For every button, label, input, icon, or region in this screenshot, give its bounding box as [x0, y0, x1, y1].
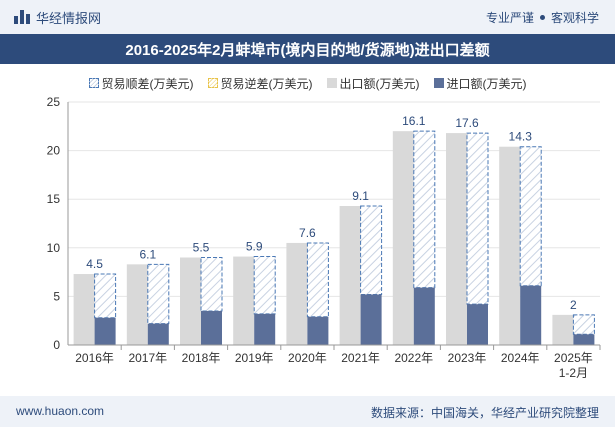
- brand-name: 华经情报网: [36, 10, 102, 26]
- surplus-value-label: 9.1: [352, 189, 369, 203]
- y-tick-label: 25: [47, 95, 61, 109]
- x-tick-label: 2016年: [75, 351, 114, 365]
- legend-label-export: 出口额(万美元): [339, 76, 420, 91]
- surplus-value-label: 14.3: [509, 130, 533, 144]
- surplus-value-label: 7.6: [299, 226, 316, 240]
- legend-swatch-import: [433, 78, 444, 88]
- legend-item-export: 出口额(万美元): [326, 74, 420, 92]
- footer-site: www.huaon.com: [16, 404, 105, 418]
- chart-title: 2016-2025年2月蚌埠市(境内目的地/货源地)进出口差额: [0, 34, 615, 64]
- surplus-value-label: 5.9: [246, 240, 263, 254]
- export-bar: [126, 264, 148, 345]
- y-tick-label: 15: [47, 192, 61, 206]
- surplus-bar: [306, 242, 329, 318]
- chart-legend: 贸易顺差(万美元) 贸易逆差(万美元) 出口额(万美元) 进口额(万美元): [0, 74, 615, 92]
- legend-item-deficit: 贸易逆差(万美元): [207, 74, 313, 92]
- tag-objective: 客观科学: [550, 11, 599, 25]
- export-bar: [180, 257, 201, 345]
- legend-swatch-export: [326, 78, 337, 88]
- legend-swatch-deficit: [207, 78, 218, 88]
- footer-source: 数据来源：中国海关，华经产业研究院整理: [370, 406, 599, 420]
- bar-chart: 4.5 6.1 5.5 5.9 7.6 9.1 16.1 17.6 14.3 2 0 5 10 15 20…: [47, 95, 601, 380]
- legend-item-import: 进口额(万美元): [433, 74, 527, 92]
- surplus-bar: [519, 146, 542, 287]
- export-bar: [552, 314, 574, 345]
- export-bar: [286, 242, 308, 345]
- brand: 华经情报网: [14, 8, 101, 26]
- surplus-bar: [360, 205, 383, 295]
- x-tick-label: 2020年: [288, 351, 327, 365]
- bars: 4.5 6.1 5.5 5.9 7.6 9.1 16.1 17.6 14.3 2: [73, 114, 595, 345]
- import-bar: [467, 304, 488, 345]
- x-tick-label: 2021年: [341, 351, 380, 365]
- y-tick-label: 5: [53, 289, 60, 303]
- x-tick-label: 2017年: [128, 351, 167, 365]
- export-bar: [392, 131, 414, 345]
- legend-swatch-surplus: [88, 78, 99, 88]
- surplus-value-label: 5.5: [193, 241, 210, 255]
- legend-label-surplus: 贸易顺差(万美元): [101, 76, 194, 91]
- legend-label-deficit: 贸易逆差(万美元): [220, 76, 313, 91]
- x-tick-label: 2022年: [394, 351, 433, 365]
- surplus-bar: [147, 263, 170, 325]
- surplus-value-label: 17.6: [455, 116, 479, 130]
- x-tick-label: 1-2月: [559, 366, 588, 380]
- export-bar: [499, 146, 521, 345]
- import-bar: [94, 317, 116, 345]
- y-tick-label: 20: [47, 144, 61, 158]
- top-bar: 华经情报网 专业严谨 客观科学: [0, 0, 615, 34]
- surplus-bar: [572, 314, 595, 335]
- separator-dot-icon: [539, 15, 545, 20]
- surplus-value-label: 2: [570, 298, 577, 312]
- export-bar: [233, 256, 255, 345]
- surplus-bar: [94, 273, 117, 319]
- x-tick-label: 2019年: [235, 351, 274, 365]
- surplus-bar: [413, 130, 436, 289]
- surplus-bar: [200, 257, 223, 312]
- footer: www.huaon.com 数据来源：中国海关，华经产业研究院整理: [0, 396, 615, 427]
- legend-item-surplus: 贸易顺差(万美元): [88, 74, 194, 92]
- y-tick-label: 10: [47, 241, 61, 255]
- legend-label-import: 进口额(万美元): [446, 76, 527, 91]
- import-bar: [573, 334, 595, 345]
- x-tick-label: 2023年: [448, 351, 487, 365]
- surplus-value-label: 6.1: [139, 247, 156, 261]
- import-bar: [201, 310, 222, 345]
- surplus-bar: [253, 256, 276, 315]
- surplus-value-label: 16.1: [402, 114, 426, 128]
- import-bar: [147, 323, 169, 345]
- export-bar: [446, 133, 467, 345]
- import-bar: [254, 313, 276, 345]
- bar-logo-icon: [14, 10, 30, 24]
- y-tick-label: 0: [53, 338, 60, 352]
- export-bar: [339, 206, 361, 345]
- surplus-value-label: 4.5: [86, 257, 103, 271]
- x-tick-label: 2018年: [182, 351, 221, 365]
- import-bar: [413, 287, 435, 345]
- export-bar: [73, 274, 95, 345]
- tagline: 专业严谨 客观科学: [486, 9, 599, 26]
- import-bar: [360, 294, 382, 345]
- surplus-bar: [466, 132, 489, 305]
- axes: 0 5 10 15 20 25 2016年 2017年 2018年 2019年 2020年 2021年…: [47, 95, 601, 380]
- x-tick-label: 2025年: [554, 351, 593, 365]
- x-tick-label: 2024年: [501, 351, 540, 365]
- tag-professional: 专业严谨: [485, 11, 534, 25]
- import-bar: [307, 316, 329, 345]
- import-bar: [520, 285, 542, 345]
